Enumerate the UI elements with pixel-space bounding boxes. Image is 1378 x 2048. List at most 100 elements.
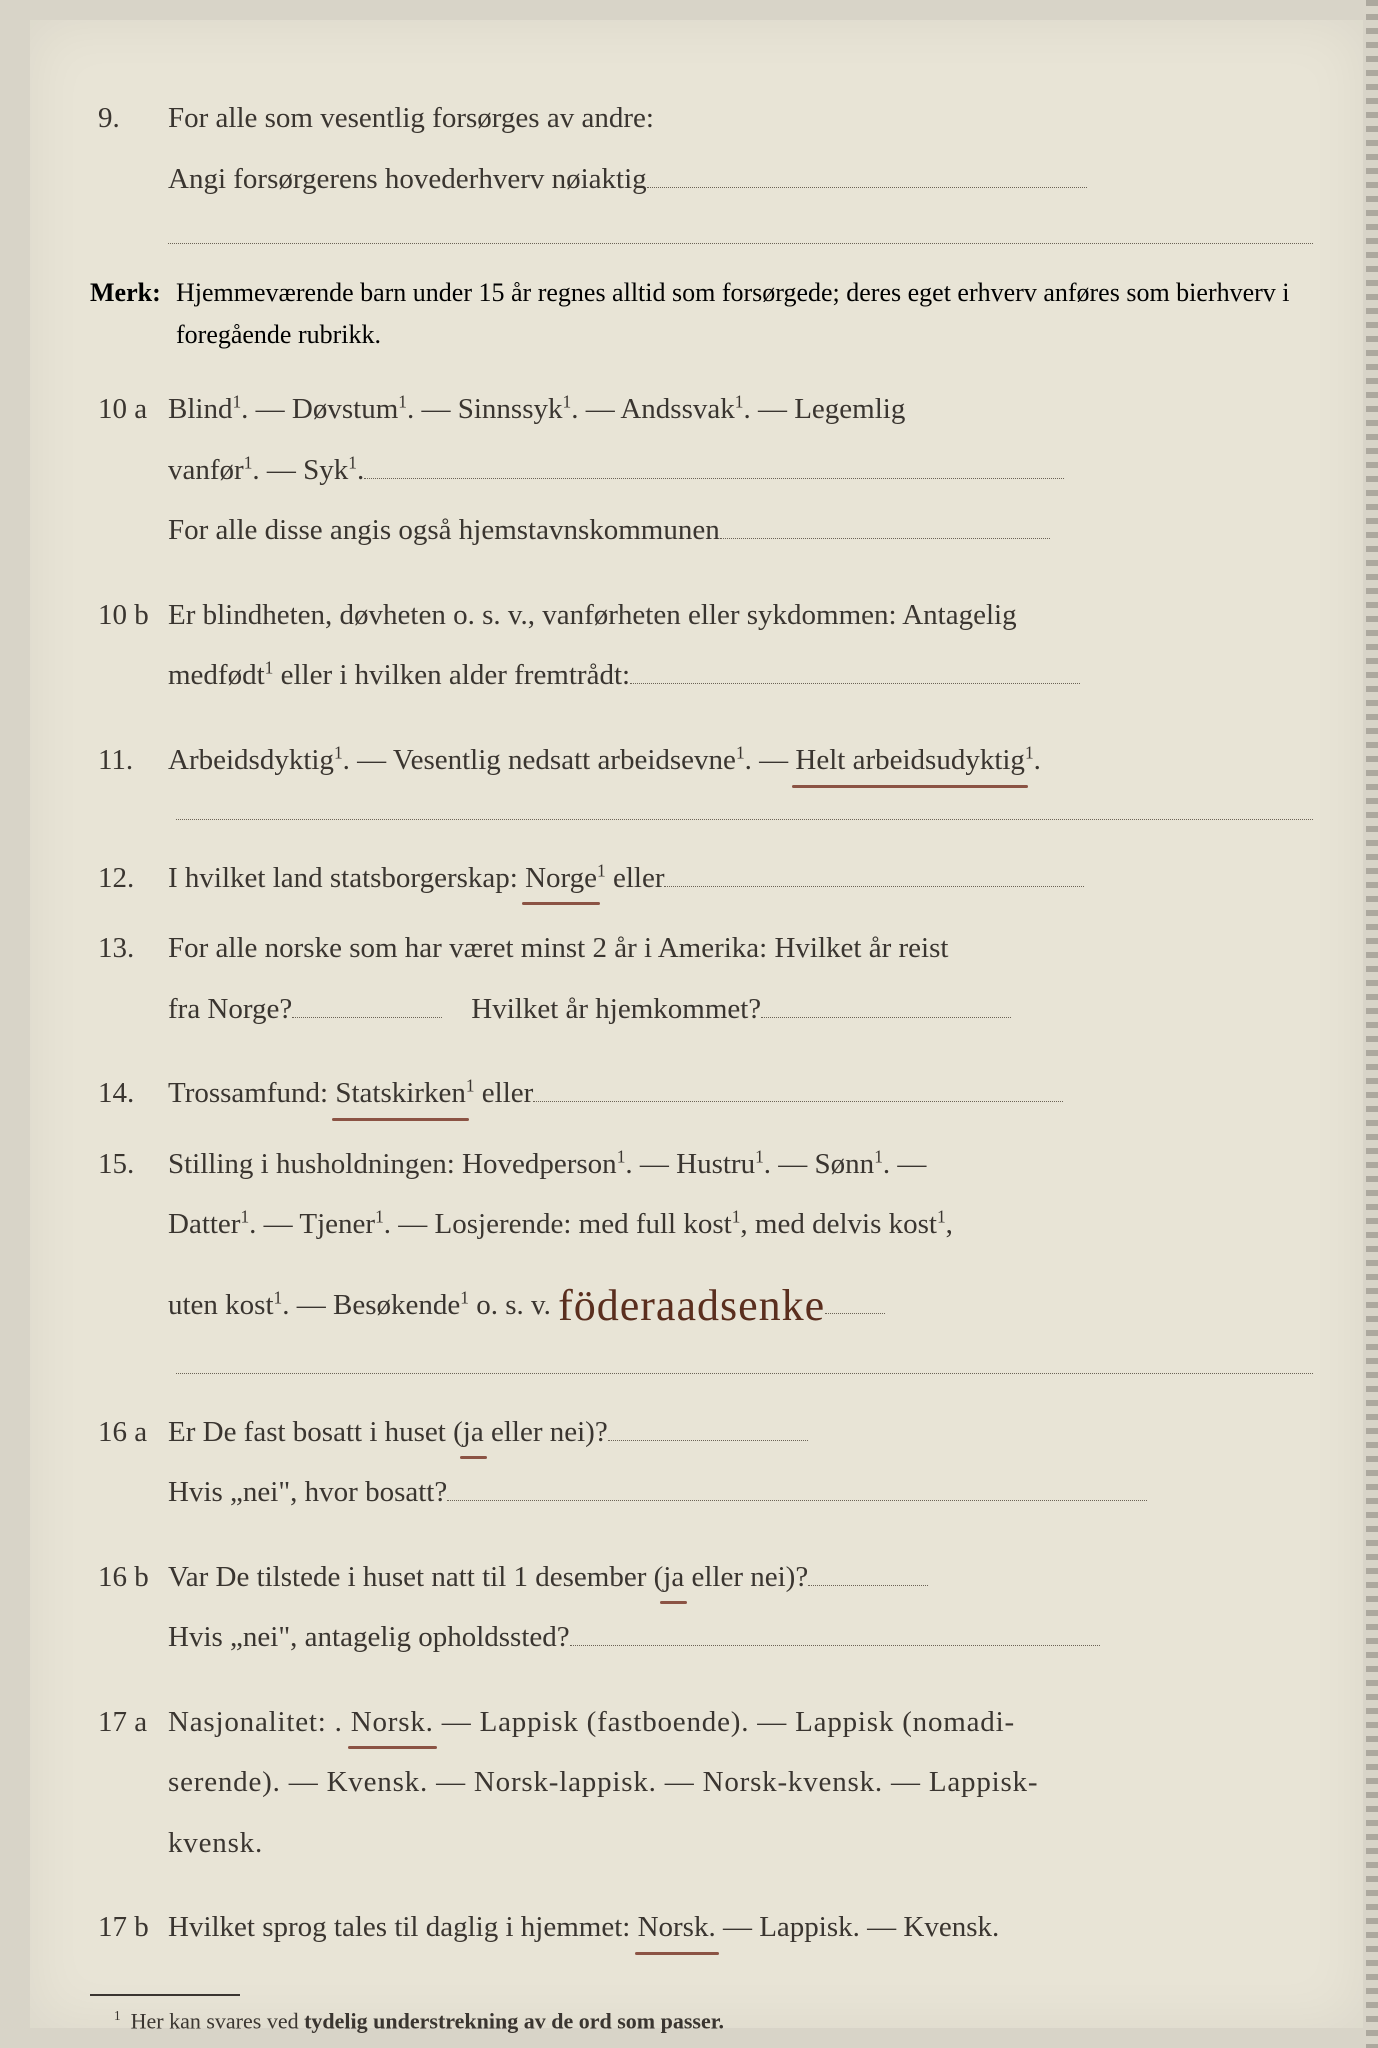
blank-line — [364, 478, 1064, 479]
blank-line — [608, 1440, 808, 1441]
q9-line2: Angi forsørgerens hovederhverv nøiaktig — [168, 163, 647, 195]
q16a-pre: Er De fast bosatt i huset — [168, 1416, 453, 1448]
q16b-l2: Hvis „nei", antagelig opholdssted? — [168, 1621, 570, 1653]
q15-l3a: uten kost — [168, 1289, 274, 1321]
q10b-l1: Er blindheten, døvheten o. s. v., vanfør… — [168, 599, 1017, 631]
q14-number: 14. — [90, 1065, 168, 1122]
q12-number: 12. — [90, 850, 168, 907]
q10a-number: 10 a — [90, 381, 168, 559]
q11-pre: Arbeidsdyktig — [168, 744, 334, 776]
q14-selected: Statskirken — [335, 1065, 466, 1122]
footnote-bold: tydelig understrekning av de ord som pas… — [304, 2008, 724, 2033]
merk-text: Hjemmeværende barn under 15 år regnes al… — [176, 272, 1313, 355]
q15-l1b: . — Hustru — [625, 1148, 755, 1180]
q16a-l2: Hvis „nei", hvor bosatt? — [168, 1476, 447, 1508]
section-divider — [176, 819, 1313, 820]
q12-pre: I hvilket land statsborgerskap: — [168, 862, 525, 894]
footnote-rule — [90, 1994, 240, 1996]
q13-l1: For alle norske som har været minst 2 år… — [168, 932, 948, 964]
blank-line — [570, 1645, 1100, 1646]
q15-l3c: o. s. v. — [469, 1289, 551, 1321]
q16b-pp: ( — [654, 1561, 664, 1593]
q12-selected: Norge — [525, 850, 597, 907]
q16a-number: 16 a — [90, 1404, 168, 1521]
q17b-selected: Norsk. — [638, 1899, 716, 1956]
question-10a: 10 a Blind1. — Døvstum1. — Sinnssyk1. — … — [90, 381, 1313, 559]
footnote: 1 Her kan svares ved tydelig understrekni… — [90, 2008, 1313, 2034]
blank-line — [825, 1313, 885, 1314]
q10b-l2b: eller i hvilken alder fremtrådt: — [273, 659, 630, 691]
q15-number: 15. — [90, 1136, 168, 1343]
blank-line — [808, 1585, 928, 1586]
q17a-l2: serende). — Kvensk. — Norsk-lappisk. — N… — [168, 1754, 1313, 1811]
q12-post: eller — [606, 862, 665, 894]
q11-mid: . — Vesentlig nedsatt arbeidsevne — [343, 744, 736, 776]
q13-l2a: fra Norge? — [168, 993, 292, 1025]
question-11: 11. Arbeidsdyktig1. — Vesentlig nedsatt … — [90, 732, 1313, 789]
q10a-t5: . — Legemlig — [743, 393, 905, 425]
q16b-pre: Var De tilstede i huset natt til 1 desem… — [168, 1561, 654, 1593]
q13-l2b: Hvilket år hjemkommet? — [471, 993, 761, 1025]
question-9: 9. For alle som vesentlig forsørges av a… — [90, 90, 1313, 244]
q11-sep: . — — [745, 744, 796, 776]
q16a-selected: ja — [463, 1404, 484, 1461]
blank-line — [533, 1101, 1063, 1102]
blank-line — [630, 683, 1080, 684]
blank-line-full — [168, 243, 1313, 244]
q17a-pre: Nasjonalitet: . — [168, 1706, 351, 1738]
q16b-selected: ja — [663, 1549, 684, 1606]
q17b-number: 17 b — [90, 1899, 168, 1956]
q13-number: 13. — [90, 920, 168, 1037]
q10a-t3: . — Sinnssyk — [407, 393, 563, 425]
q9-number: 9. — [90, 90, 168, 244]
q10a-t1: Blind — [168, 393, 232, 425]
q10b-number: 10 b — [90, 587, 168, 704]
q10a-t4: . — Andssvak — [571, 393, 735, 425]
q15-l1: Stilling i husholdningen: Hovedperson — [168, 1148, 617, 1180]
question-12: 12. I hvilket land statsborgerskap: Norg… — [90, 850, 1313, 907]
q15-handwritten-answer: föderaadsenke — [558, 1263, 825, 1349]
blank-line — [720, 538, 1050, 539]
q11-selected: Helt arbeidsudyktig — [795, 732, 1025, 789]
q10a-t2: . — Døvstum — [241, 393, 398, 425]
footnote-pre: Her kan svares ved — [131, 2008, 305, 2033]
census-form-page: 9. For alle som vesentlig forsørges av a… — [30, 20, 1363, 2028]
q11-number: 11. — [90, 732, 168, 789]
note-merk: Merk: Hjemmeværende barn under 15 år reg… — [90, 272, 1313, 355]
q15-l2b: . — Tjener — [249, 1208, 375, 1240]
blank-line — [664, 886, 1084, 887]
question-16b: 16 b Var De tilstede i huset natt til 1 … — [90, 1549, 1313, 1666]
q15-l1c: . — Sønn — [764, 1148, 874, 1180]
question-14: 14. Trossamfund: Statskirken1 eller — [90, 1065, 1313, 1122]
blank-line — [292, 1017, 442, 1018]
question-13: 13. For alle norske som har været minst … — [90, 920, 1313, 1037]
question-16a: 16 a Er De fast bosatt i huset (ja eller… — [90, 1404, 1313, 1521]
q15-l1d: . — — [883, 1148, 927, 1180]
merk-label: Merk: — [90, 272, 176, 355]
question-17a: 17 a Nasjonalitet: . Norsk. — Lappisk (f… — [90, 1694, 1313, 1872]
q16b-pq: eller nei)? — [684, 1561, 808, 1593]
question-15: 15. Stilling i husholdningen: Hovedperso… — [90, 1136, 1313, 1343]
q9-line1: For alle som vesentlig forsørges av andr… — [168, 102, 654, 134]
question-10b: 10 b Er blindheten, døvheten o. s. v., v… — [90, 587, 1313, 704]
q16b-number: 16 b — [90, 1549, 168, 1666]
blank-line — [447, 1500, 1147, 1501]
q10a-l2b: . — Syk — [252, 454, 348, 486]
q10a-l3: For alle disse angis også hjemstavnskomm… — [168, 514, 720, 546]
blank-line — [647, 187, 1087, 188]
q17a-p1: — Lappisk (fastboende). — Lappisk (nomad… — [434, 1706, 1015, 1738]
q14-pre: Trossamfund: — [168, 1077, 335, 1109]
scan-edge — [1366, 0, 1378, 2048]
q9-body: For alle som vesentlig forsørges av andr… — [168, 90, 1313, 244]
q10a-l2a: vanfør — [168, 454, 244, 486]
q17a-selected: Norsk. — [351, 1694, 434, 1751]
q15-l3b: . — Besøkende — [282, 1289, 460, 1321]
q10b-l2a: medfødt — [168, 659, 265, 691]
section-divider — [176, 1373, 1313, 1374]
q14-post: eller — [475, 1077, 534, 1109]
q17a-l3: kvensk. — [168, 1815, 1313, 1872]
q17a-number: 17 a — [90, 1694, 168, 1872]
footnote-marker: 1 — [114, 2008, 121, 2023]
question-17b: 17 b Hvilket sprog tales til daglig i hj… — [90, 1899, 1313, 1956]
blank-line — [761, 1017, 1011, 1018]
